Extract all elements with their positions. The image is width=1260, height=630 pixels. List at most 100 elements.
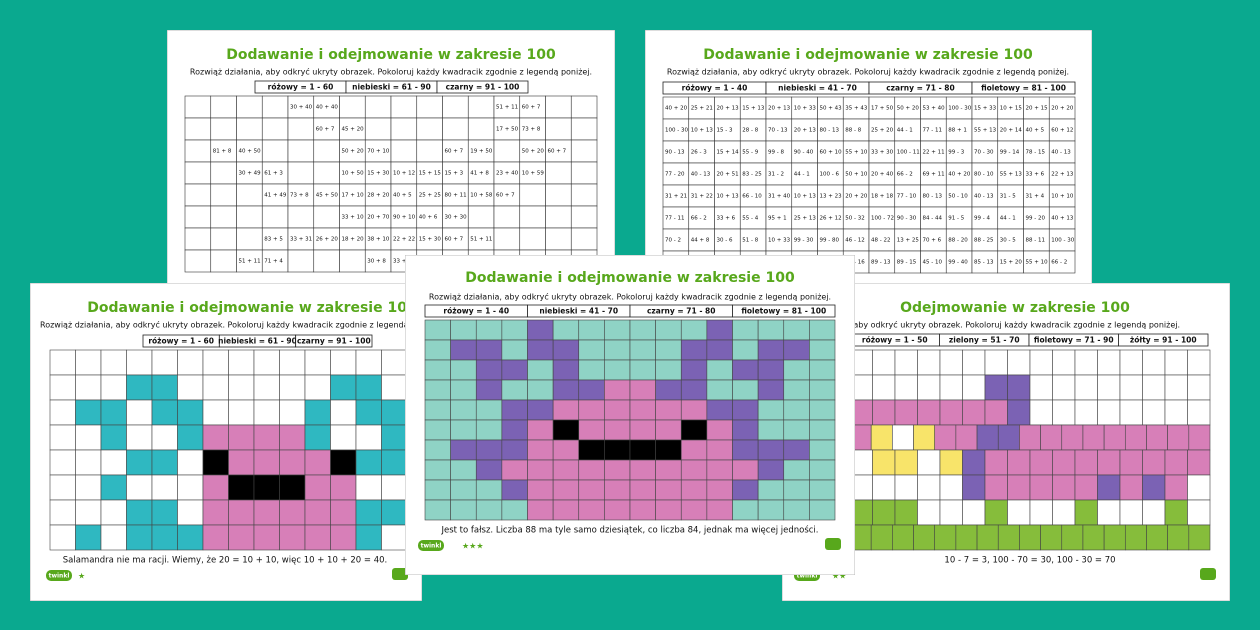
pixel-cell [1029,399,1053,426]
pixel-cell [355,449,382,476]
cell-text: 83 - 25 [742,172,762,178]
cell-text: 20 + 20 [845,194,868,200]
pixel-cell [962,374,986,401]
cell-text: 41 + 8 [470,171,489,177]
instruction: Rozwiąż działania, aby odkryć ukryty obr… [667,67,1069,77]
pixel-cell [49,524,76,551]
cell-text: 50 + 43 [820,106,843,112]
pixel-cell [872,449,896,476]
pixel-cell [228,524,255,551]
pixel-cell [1142,349,1166,376]
pixel-cell [894,499,918,526]
pixel-cell [381,374,408,401]
pixel-cell [1142,399,1166,426]
cell-text: 48 - 22 [871,238,890,244]
pixel-cell [304,474,331,501]
cell-text: 30 + 40 [290,105,313,111]
cell-text: 55 - 9 [742,150,758,156]
cell-text: 100 - 6 [820,172,840,178]
pixel-cell [100,349,127,376]
pixel-cell [202,399,229,426]
cell-text: 60 + 7 [316,127,335,133]
grid-cell [339,95,366,119]
cell-text: 77 - 11 [923,128,942,134]
pixel-cell [75,424,102,451]
pixel-cell [917,399,941,426]
cell-text: 20 + 13 [794,128,817,134]
pixel-cell [330,524,357,551]
pixel-cell [424,339,451,361]
grid-cell [313,205,340,229]
pixel-cell [49,399,76,426]
cell-text: 20 + 51 [717,172,739,178]
pixel-cell [177,499,204,526]
pixel-cell [1082,424,1105,451]
legend-label: fioletowy = 71 - 90 [1034,336,1114,345]
pixel-cell [177,399,204,426]
cell-text: 28 + 20 [367,193,390,199]
cell-text: 51 - 8 [742,238,758,244]
cell-text: 84 - 44 [923,216,943,222]
pixel-cell [202,524,229,551]
corner-logo [825,538,841,550]
pixel-cell [1187,449,1211,476]
pixel-cell [381,349,408,376]
pixel-cell [279,424,306,451]
legend-box [295,334,373,348]
cell-text: 20 + 20 [1051,106,1074,112]
grid-cell [236,117,263,141]
grid-cell [442,95,469,119]
pixel-cell [330,399,357,426]
cell-text: 38 + 10 [367,237,390,243]
pixel-cell [126,449,153,476]
cell-text: 91 - 5 [948,216,964,222]
grid-cell [570,161,598,185]
grid-cell [313,249,340,273]
pixel-cell [578,379,605,401]
cell-text: 13 + 25 [897,238,920,244]
cell-text: 81 + 8 [213,149,232,155]
cell-text: 40 + 13 [1051,216,1074,222]
pixel-cell [1029,499,1053,526]
pixel-cell [1187,474,1211,501]
pixel-cell [604,499,631,521]
pixel-cell [757,339,785,361]
cell-text: 18 + 20 [342,237,365,243]
pixel-cell [892,524,914,551]
pixel-cell [1019,424,1041,451]
pixel-cell [1074,349,1098,376]
pixel-cell [304,424,331,451]
pixel-cell [894,374,918,401]
pixel-cell [126,424,153,451]
pixel-cell [253,399,280,426]
logo-badge [418,540,444,551]
pixel-cell [253,499,280,526]
pixel-cell [151,499,178,526]
cell-text: 10 + 33 [768,238,791,244]
pixel-cell [253,524,280,551]
pixel-cell [809,439,836,461]
cell-text: 55 + 10 [845,150,868,156]
pixel-cell [892,424,914,451]
cell-text: 73 + 8 [290,193,309,199]
pixel-cell [304,399,331,426]
pixel-cell [501,339,528,361]
pixel-cell [304,374,331,401]
pixel-cell [100,499,127,526]
pixel-cell [629,399,656,421]
pixel-cell [1082,524,1105,551]
cell-text: 50 + 10 [845,172,868,178]
cell-text: 17 + 50 [496,127,519,133]
pixel-cell [655,499,682,521]
cell-text: 44 - 1 [794,172,810,178]
pixel-cell [997,524,1020,551]
cell-text: 20 + 15 [1026,106,1049,112]
cell-text: 15 - 3 [717,128,733,134]
cell-text: 40 + 40 [316,105,339,111]
pixel-cell [939,399,963,426]
cell-text: 89 - 13 [871,260,891,266]
pixel-cell [1164,399,1188,426]
pixel-cell [872,499,896,526]
pixel-cell [1007,374,1031,401]
grid-cell [545,227,572,251]
